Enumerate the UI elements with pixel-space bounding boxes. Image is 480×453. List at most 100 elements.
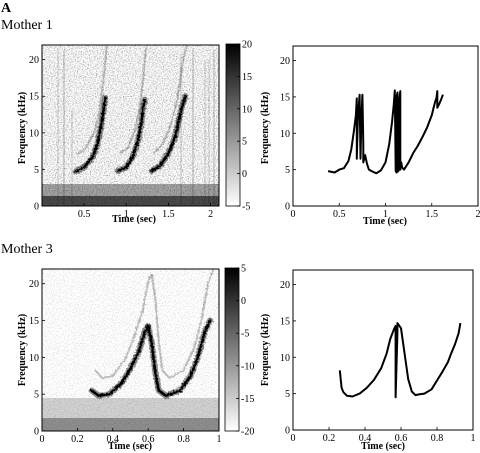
m3-low-band bbox=[42, 398, 219, 431]
row-label-mother-1: Mother 1 bbox=[1, 18, 53, 33]
m3-colorbar-label: -5 bbox=[241, 329, 249, 340]
m3-colorbar-ticks: 5 0 -5 -10 -15 -20 bbox=[236, 264, 254, 438]
m3-spectrogram-xtick-label: 0.4 bbox=[107, 434, 120, 445]
m1-colorbar bbox=[225, 43, 241, 207]
m3-call-traces bbox=[88, 269, 215, 400]
m1-spectrogram-ytick-label: 10 bbox=[29, 128, 39, 139]
m1-colorbar-label: -5 bbox=[242, 202, 250, 213]
m3-harmonic-trace bbox=[150, 269, 215, 380]
m1-spectrogram-ytick-label: 0 bbox=[34, 202, 39, 213]
m1-contour-ylabel: Frequency (kHz) bbox=[260, 92, 271, 164]
m3-contour-ytick-label: 20 bbox=[280, 280, 290, 291]
m3-colorbar-label: 0 bbox=[241, 296, 246, 307]
m3-spectrogram-ytick-label: 20 bbox=[29, 279, 39, 290]
m1-contour-ytick-label: 15 bbox=[280, 92, 290, 103]
m1-contour-xtick-label: 1.5 bbox=[426, 209, 439, 220]
m1-contour-xtick-label: 0.5 bbox=[333, 209, 346, 220]
m1-colorbar-label: 10 bbox=[242, 104, 252, 115]
m3-spectrogram-ytick-label: 10 bbox=[29, 353, 39, 364]
m3-spectrogram-frame bbox=[41, 268, 220, 432]
m3-contour-xtick-label: 0.6 bbox=[395, 433, 408, 444]
m1-harmonic-trace bbox=[118, 46, 148, 155]
m1-call-trace bbox=[116, 98, 147, 173]
m1-contour-ytick-label: 5 bbox=[285, 165, 290, 176]
m3-call-trace bbox=[90, 325, 150, 398]
m1-spectrogram-xtick-label: 2 bbox=[208, 209, 213, 220]
m3-spectrogram-xlabel: Time (sec) bbox=[108, 441, 152, 452]
m3-colorbar-label: -20 bbox=[241, 427, 254, 438]
m3-spectrogram-ytick-label: 5 bbox=[34, 390, 39, 401]
m1-call-trace bbox=[74, 96, 107, 173]
m3-contour-frame bbox=[292, 269, 474, 431]
m3-spectrogram-xtick-label: 1 bbox=[217, 434, 222, 445]
m3-contour-xtick-label: 0.4 bbox=[359, 433, 372, 444]
m3-contour-ytick-label: 15 bbox=[280, 316, 290, 327]
m3-spectrogram-xtick-label: 0.6 bbox=[142, 434, 155, 445]
m3-contour-xtick-label: 0 bbox=[291, 433, 296, 444]
m1-call-trace bbox=[150, 94, 187, 173]
m1-vertical-streaks bbox=[57, 48, 215, 204]
m1-spectrogram-frame bbox=[41, 44, 220, 207]
m3-spectrogram-xtick-label: 0.8 bbox=[177, 434, 190, 445]
m1-spectrogram-xtick-label: 1 bbox=[124, 209, 129, 220]
m3-contour-xtick-label: 0.8 bbox=[431, 433, 444, 444]
m3-contour-ylabel: Frequency (kHz) bbox=[260, 314, 271, 386]
m3-colorbar-label: -15 bbox=[241, 394, 254, 405]
m1-contour-xlabel: Time (sec) bbox=[363, 216, 407, 227]
m1-spectrogram-xlabel: Time (sec) bbox=[112, 214, 156, 225]
m3-spectrogram-ytick-label: 0 bbox=[34, 427, 39, 438]
m1-spectrogram-speckle bbox=[42, 45, 219, 206]
m1-harmonic-trace bbox=[152, 45, 188, 155]
m3-harmonic-trace bbox=[94, 273, 153, 380]
m3-contour-ytick-label: 5 bbox=[285, 389, 290, 400]
m1-contour-frame bbox=[292, 45, 479, 207]
m3-spectrogram-ylabel: Frequency (kHz) bbox=[17, 314, 28, 386]
m1-contour-xtick-label: 1 bbox=[383, 209, 388, 220]
m3-contour-xlabel: Time (sec) bbox=[361, 441, 405, 452]
m1-colorbar-ticks: 20 15 10 5 0 -5 bbox=[237, 40, 252, 213]
m1-call-traces bbox=[72, 45, 189, 175]
m1-colorbar-label: 15 bbox=[242, 72, 252, 83]
m1-colorbar-label: 20 bbox=[242, 40, 252, 51]
m3-low-band-dark bbox=[42, 418, 219, 431]
m1-contour-ytick-label: 0 bbox=[285, 202, 290, 213]
m1-spectrogram-ytick-label: 5 bbox=[34, 165, 39, 176]
m1-contour-series bbox=[327, 89, 444, 175]
m3-spectrogram-xtick-label: 0 bbox=[40, 434, 45, 445]
m3-colorbar-label: -10 bbox=[241, 361, 254, 372]
m1-contour-xtick-label: 2 bbox=[476, 209, 480, 220]
m1-contour-xtick-label: 0 bbox=[291, 209, 296, 220]
m1-harmonic-trace bbox=[76, 45, 108, 156]
m1-spectrogram-ylabel: Frequency (kHz) bbox=[17, 92, 28, 164]
m1-spectrogram-ytick-label: 20 bbox=[29, 55, 39, 66]
m3-contour-ytick-label: 0 bbox=[285, 426, 290, 437]
m3-spectrogram-ytick-label: 15 bbox=[29, 316, 39, 327]
m1-spectrogram-xtick-label: 1.5 bbox=[162, 209, 175, 220]
row-label-mother-3: Mother 3 bbox=[1, 242, 53, 257]
m1-spectrogram-ytick-label: 15 bbox=[29, 92, 39, 103]
m3-colorbar-label: 5 bbox=[241, 264, 246, 275]
m3-contour-ytick-label: 10 bbox=[280, 353, 290, 364]
m3-spectrogram-xtick-label: 0.2 bbox=[71, 434, 84, 445]
m3-call-trace bbox=[146, 319, 212, 398]
m1-colorbar-label: 5 bbox=[242, 137, 247, 148]
m3-contour-xtick-label: 1 bbox=[471, 433, 476, 444]
m3-colorbar bbox=[224, 267, 240, 432]
m1-contour-ytick-label: 20 bbox=[280, 56, 290, 67]
m1-low-band-dark bbox=[42, 196, 219, 206]
m1-contour-ytick-label: 10 bbox=[280, 129, 290, 140]
m3-spectrogram-speckle bbox=[42, 269, 219, 431]
m1-spectrogram-xtick-label: 0.5 bbox=[78, 209, 91, 220]
panel-letter: A bbox=[1, 1, 12, 16]
m3-contour-series bbox=[338, 322, 462, 399]
m3-contour-xtick-label: 0.2 bbox=[323, 433, 336, 444]
